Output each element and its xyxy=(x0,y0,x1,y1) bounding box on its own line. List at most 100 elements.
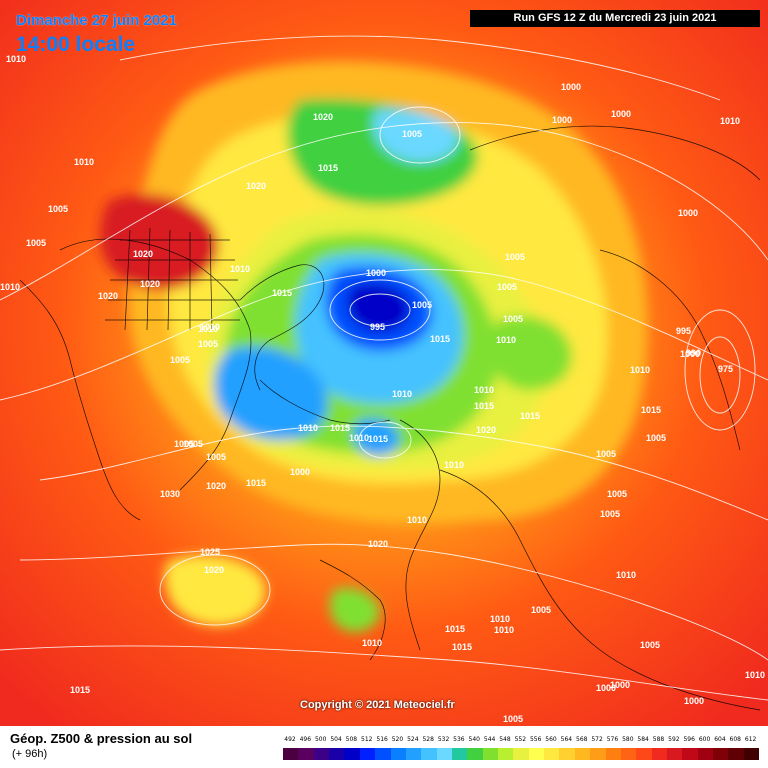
scale-swatch xyxy=(728,748,744,760)
scale-tick-label: 520 xyxy=(391,736,404,743)
isobar-label: 1010 xyxy=(74,157,94,167)
scale-swatch xyxy=(329,748,345,760)
isobar-label: 1005 xyxy=(402,129,422,139)
isobar-label: 1010 xyxy=(444,460,464,470)
scale-swatch xyxy=(313,748,330,760)
scale-swatch xyxy=(436,748,452,760)
isobar-label: 1015 xyxy=(641,405,661,415)
scale-swatch xyxy=(651,748,667,760)
isobar-label: 1020 xyxy=(313,112,333,122)
isobar-label: 1000 xyxy=(561,82,581,92)
scale-swatch xyxy=(513,748,529,760)
scale-swatch xyxy=(298,748,314,760)
isobar-label: 1000 xyxy=(610,680,630,690)
isobars xyxy=(0,35,768,701)
scale-tick-label: 612 xyxy=(744,736,757,743)
isobar-label: 995 xyxy=(676,326,691,336)
color-scale-ticks: 492 496 500 504 508 512 516 520 524 528 532 536 540 5… xyxy=(283,736,759,746)
isobar-label: 1020 xyxy=(246,181,266,191)
scale-swatch xyxy=(405,748,422,760)
scale-swatch xyxy=(283,748,299,760)
scale-swatch xyxy=(666,748,683,760)
isobar-label: 1015 xyxy=(246,478,266,488)
scale-tick-label: 528 xyxy=(422,736,434,743)
isobar-label: 1010 xyxy=(198,324,218,334)
isobar-label: 1020 xyxy=(133,249,153,259)
scale-swatch xyxy=(682,748,698,760)
isobar-label: 1030 xyxy=(160,489,180,499)
scale-swatch xyxy=(743,748,760,760)
isobar-label: 1005 xyxy=(503,714,523,724)
scale-tick-label: 564 xyxy=(560,736,573,743)
isobar-label: 1015 xyxy=(368,434,388,444)
isobar-label: 1010 xyxy=(298,423,318,433)
isobar-label: 1000 xyxy=(290,467,310,477)
isobar-label: 1005 xyxy=(170,355,190,365)
isobar-label: 1015 xyxy=(318,163,338,173)
isobar-label: 1005 xyxy=(531,605,551,615)
scale-tick-label: 576 xyxy=(606,736,619,743)
isobar-label: 1000 xyxy=(366,268,386,278)
isobar-label: 1005 xyxy=(596,449,616,459)
isobar-label: 1010 xyxy=(349,433,369,443)
scale-tick-label: 536 xyxy=(453,736,465,743)
isobar-label: 1015 xyxy=(330,423,350,433)
forecast-lead-time: (+ 96h) xyxy=(12,748,48,760)
isobar-label: 1000 xyxy=(596,683,616,693)
scale-swatch xyxy=(605,748,621,760)
isobar-label: 1005 xyxy=(183,439,203,449)
scale-swatch xyxy=(574,748,591,760)
scale-tick-label: 592 xyxy=(668,736,680,743)
isobar-label: 1010 xyxy=(200,322,220,332)
isobar-label: 1005 xyxy=(646,433,666,443)
model-run-info: Run GFS 12 Z du Mercredi 23 juin 2021 xyxy=(470,10,760,27)
isobar-label: 995 xyxy=(370,322,385,332)
isobar-label: 1010 xyxy=(490,614,510,624)
isobar-label: 1015 xyxy=(520,411,540,421)
isobar-label: 1015 xyxy=(430,334,450,344)
scale-swatch xyxy=(697,748,714,760)
isobar-label: 1005 xyxy=(607,489,627,499)
scale-tick-label: 500 xyxy=(314,736,327,743)
isobar-label: 1010 xyxy=(392,389,412,399)
isobar-label: 1000 xyxy=(678,208,698,218)
scale-tick-label: 504 xyxy=(330,736,342,743)
scale-tick-label: 588 xyxy=(652,736,665,743)
isobar-label: 1020 xyxy=(140,279,160,289)
scale-tick-label: 548 xyxy=(499,736,511,743)
scale-swatch xyxy=(390,748,406,760)
isobar-label: 1010 xyxy=(745,670,765,680)
scale-swatch xyxy=(421,748,437,760)
isobar-label: 1015 xyxy=(70,685,90,695)
scale-tick-label: 496 xyxy=(299,736,312,743)
isobar-label: 1015 xyxy=(452,642,472,652)
isobar-label: 1010 xyxy=(494,625,514,635)
isobar-label: 1020 xyxy=(476,425,496,435)
scale-tick-label: 508 xyxy=(345,736,358,743)
geopotential-field xyxy=(0,0,768,726)
isobar-label: 1000 xyxy=(680,349,700,359)
copyright-notice: Copyright © 2021 Meteociel.fr xyxy=(300,699,455,711)
isobar-label: 1010 xyxy=(496,335,516,345)
isobar-label: 1010 xyxy=(362,638,382,648)
scale-tick-label: 516 xyxy=(376,736,388,743)
scale-tick-label: 512 xyxy=(361,736,373,743)
scale-swatch xyxy=(359,748,376,760)
legend-title: Géop. Z500 & pression au sol xyxy=(10,731,193,746)
isobar-label: 1000 xyxy=(611,109,631,119)
legend-panel xyxy=(0,726,768,768)
isobar-label: 1005 xyxy=(412,300,432,310)
color-scale-bar xyxy=(283,748,760,760)
isobar-label: 1005 xyxy=(600,509,620,519)
isobar-label: 1020 xyxy=(206,481,226,491)
isobar-label: 1010 xyxy=(407,515,427,525)
scale-tick-label: 560 xyxy=(545,736,557,743)
scale-swatch xyxy=(375,748,391,760)
scale-swatch xyxy=(620,748,637,760)
map-date-title: Dimanche 27 juin 2021 xyxy=(16,12,177,29)
isobar-label: 1020 xyxy=(98,291,118,301)
scale-tick-label: 544 xyxy=(483,736,496,743)
scale-tick-label: 540 xyxy=(468,736,480,743)
isobar-label: 1010 xyxy=(616,570,636,580)
